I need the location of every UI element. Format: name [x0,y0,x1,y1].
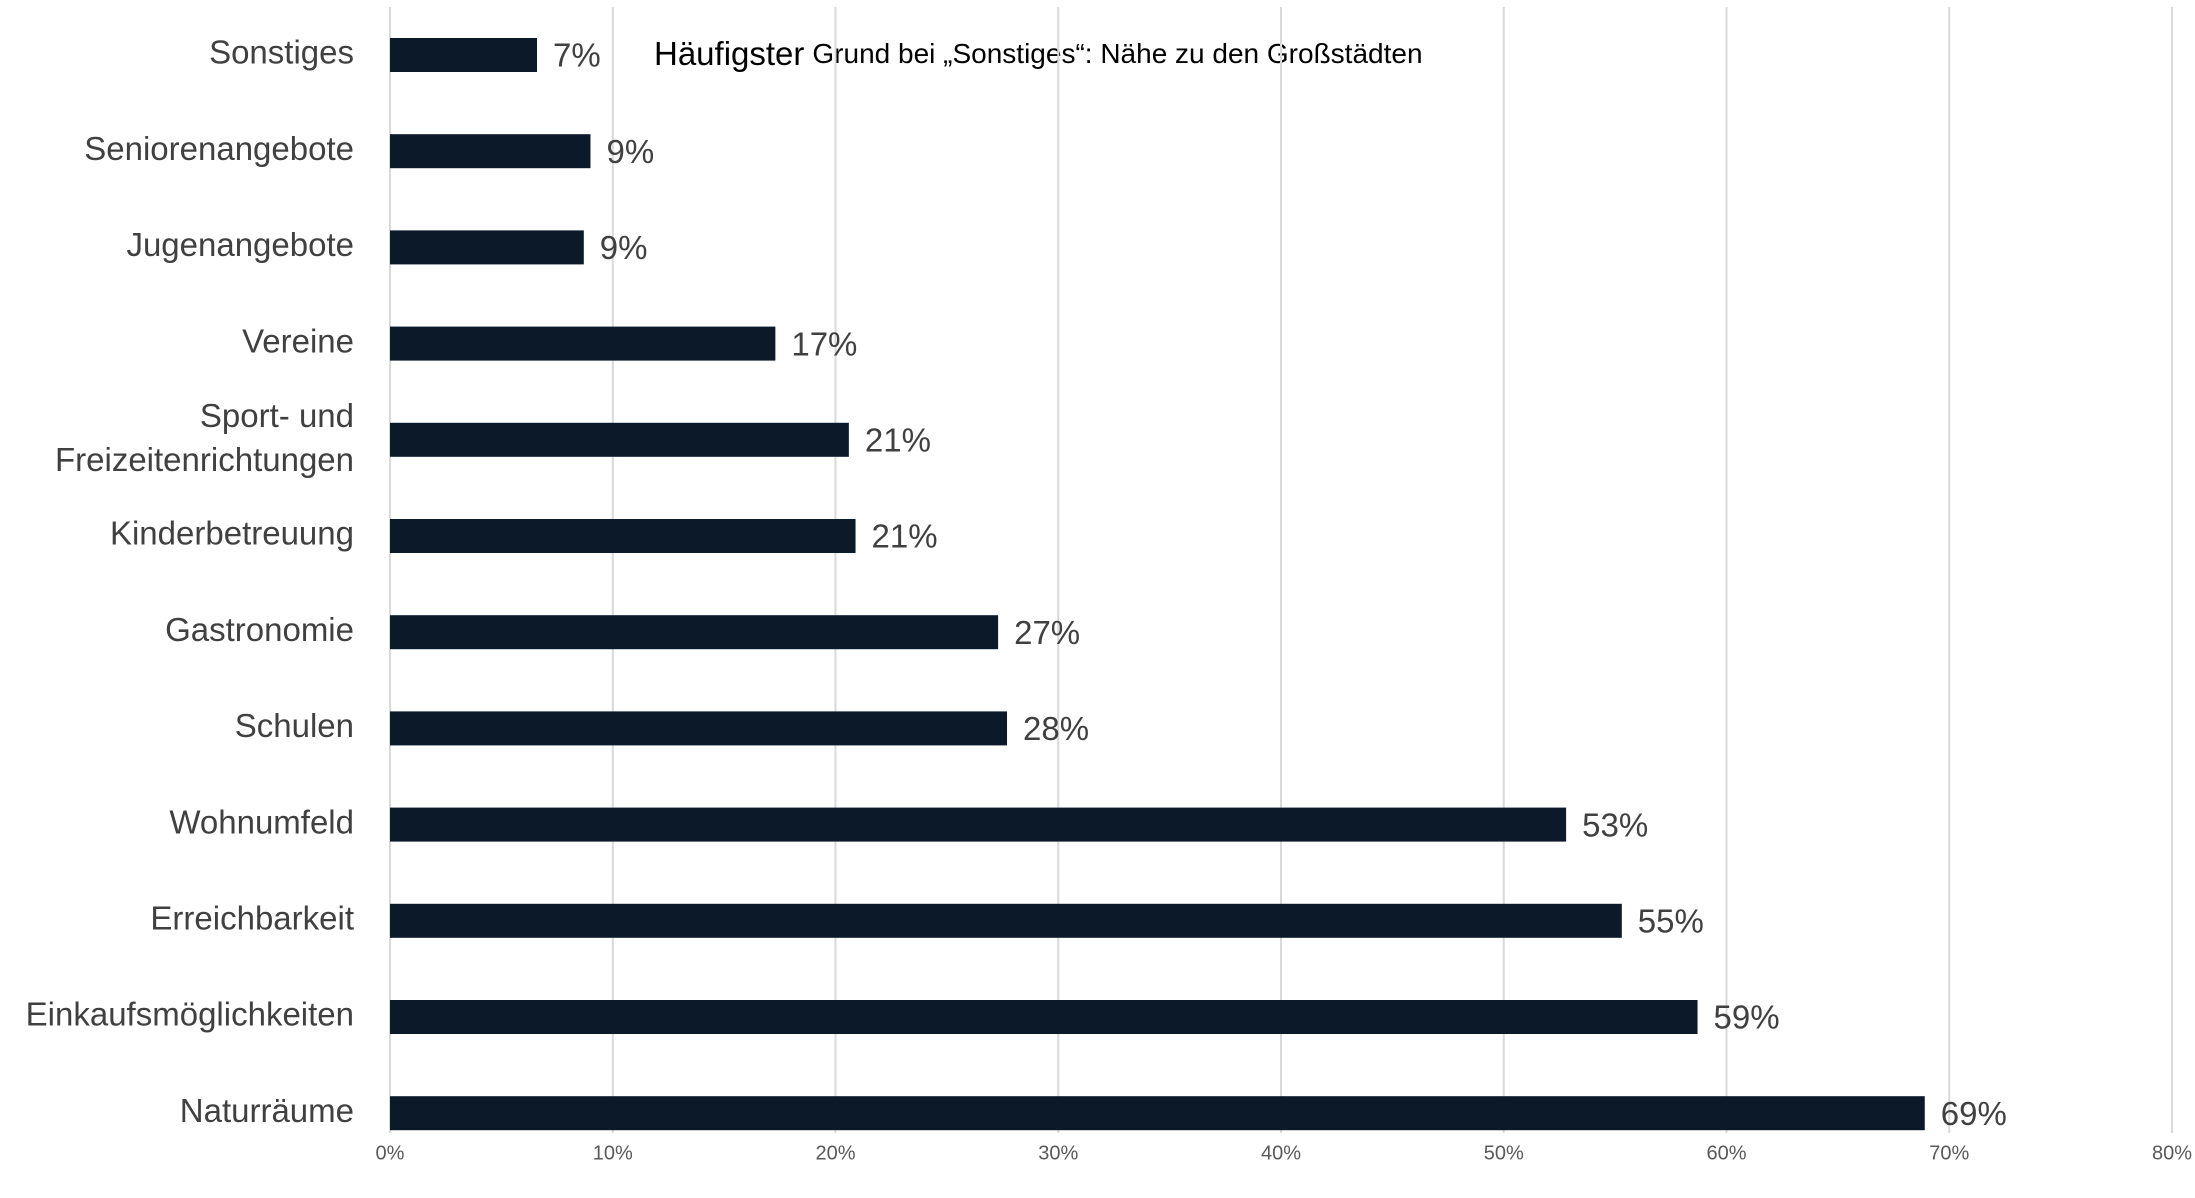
bar [390,134,591,169]
bar [390,422,849,457]
annotation: Häufigster Grund bei „Sonstiges“: Nähe zu… [654,35,1423,72]
bar [390,1000,1698,1034]
value-label: 9% [600,229,648,266]
x-tick-label: 60% [1706,1142,1746,1164]
y-tick-label: Kinderbetreuung [110,515,354,552]
bar [390,903,1622,938]
value-label: 21% [872,518,938,555]
value-label: 9% [606,133,654,170]
y-tick-label: Vereine [242,322,354,359]
bar [390,326,776,361]
bar [390,711,1008,746]
x-tick-label: 50% [1484,1142,1524,1164]
y-tick-label: Naturräume [180,1092,354,1129]
value-label: 17% [791,325,857,362]
bar [390,38,538,72]
x-tick-label: 30% [1038,1142,1078,1164]
y-tick-label: Schulen [235,707,354,744]
bar [390,519,856,553]
y-tick-label: Jugenangebote [126,226,354,263]
bar [390,615,999,650]
value-label: 69% [1941,1095,2007,1132]
value-label: 59% [1714,999,1780,1036]
x-tick-label: 0% [376,1142,405,1164]
value-label: 55% [1638,903,1704,940]
y-tick-label: Erreichbarkeit [150,900,354,937]
y-tick-label: Gastronomie [165,611,354,648]
y-tick-label: Sport- und Freizeitenrichtungen [55,397,354,478]
y-tick-label: Wohnumfeld [169,803,354,840]
value-label: 27% [1014,614,1080,651]
bar [390,1096,1925,1131]
annotation-text: Grund bei „Sonstiges“: Nähe zu den Großs… [812,38,1422,69]
bar [390,807,1567,842]
x-tick-label: 40% [1261,1142,1301,1164]
value-label: 21% [865,422,931,459]
x-tick-label: 80% [2152,1142,2192,1164]
x-tick-label: 10% [593,1142,633,1164]
annotation-lead: Häufigster [654,35,804,72]
value-label: 28% [1023,710,1089,747]
x-tick-label: 20% [815,1142,855,1164]
value-label: 7% [553,37,601,74]
y-tick-label: Seniorenangebote [84,130,354,167]
value-label: 53% [1582,806,1648,843]
bar [390,230,584,265]
x-tick-label: 70% [1929,1142,1969,1164]
y-tick-label: Einkaufsmöglichkeiten [26,996,354,1033]
y-tick-label: Sonstiges [209,34,354,71]
